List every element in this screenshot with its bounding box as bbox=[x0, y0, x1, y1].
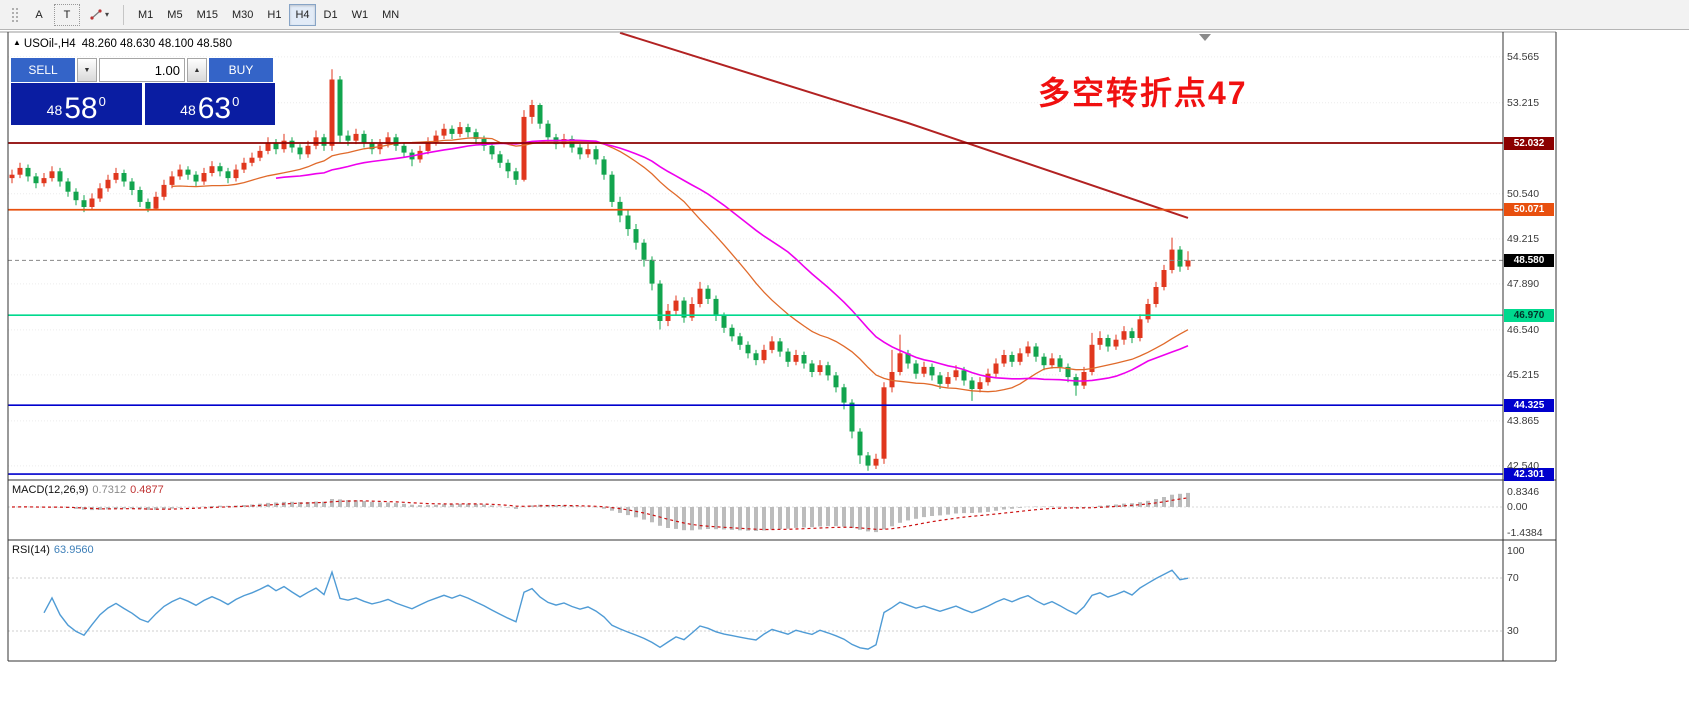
timeframe-button-h4[interactable]: H4 bbox=[289, 3, 316, 26]
chart-shift-marker-icon bbox=[1199, 34, 1211, 41]
macd-main-value: 0.7312 bbox=[92, 484, 127, 496]
sell-price-pips: 0 bbox=[98, 94, 106, 109]
grip-dots-icon bbox=[12, 7, 18, 22]
timeframe-button-m5[interactable]: M5 bbox=[161, 4, 188, 26]
candlestick-series bbox=[9, 69, 1191, 471]
trade-panel-price-row: 48 58 0 48 63 0 bbox=[11, 83, 275, 125]
timeframe-button-h1[interactable]: H1 bbox=[261, 4, 287, 26]
triangle-up-icon: ▲ bbox=[13, 38, 21, 47]
rsi-label: RSI(14) 63.9560 bbox=[12, 544, 94, 556]
ohlc-values: 48.260 48.630 48.100 48.580 bbox=[81, 38, 232, 50]
symbol-name: USOil-,H4 bbox=[23, 38, 76, 50]
buy-price-display[interactable]: 48 63 0 bbox=[144, 83, 275, 125]
shapes-tool-button[interactable]: ▾ bbox=[82, 4, 115, 26]
caret-down-icon: ▾ bbox=[105, 10, 110, 19]
text-label-tool-button[interactable]: A bbox=[26, 4, 52, 26]
chevron-up-icon: ▲ bbox=[193, 66, 201, 74]
macd-signal-line bbox=[11, 497, 1189, 531]
ma-long-line bbox=[619, 31, 1189, 219]
buy-price-big: 63 bbox=[197, 92, 232, 125]
macd-label: MACD(12,26,9) 0.7312 0.4877 bbox=[12, 484, 164, 496]
shapes-icon bbox=[90, 9, 102, 20]
timeframe-button-m30[interactable]: M30 bbox=[226, 4, 259, 26]
one-click-trading-panel: SELL ▼ ▲ BUY 48 58 0 48 63 0 bbox=[10, 57, 276, 126]
timeframe-button-w1[interactable]: W1 bbox=[346, 4, 375, 26]
toolbar: A T ▾ M1 M5 M15 M30 H1 H4 D1 W1 MN bbox=[0, 0, 1689, 30]
sell-price-big: 58 bbox=[64, 92, 98, 125]
rsi-name: RSI(14) bbox=[12, 544, 50, 556]
toolbar-grip[interactable] bbox=[6, 4, 24, 26]
chart-annotation-text: 多空转折点47 bbox=[1038, 75, 1248, 111]
chevron-down-icon: ▼ bbox=[83, 66, 91, 74]
timeframe-button-d1[interactable]: D1 bbox=[318, 4, 344, 26]
timeframe-button-m1[interactable]: M1 bbox=[132, 4, 159, 26]
chart-panel: 52.032 50.071 46.970 44.325 42.301 48.580 54.5… bbox=[0, 30, 1565, 711]
rsi-value: 63.9560 bbox=[53, 544, 94, 556]
timeframe-button-m15[interactable]: M15 bbox=[191, 4, 224, 26]
sell-button[interactable]: SELL bbox=[11, 58, 75, 82]
ma-mid-line bbox=[275, 139, 1189, 382]
sell-price-display[interactable]: 48 58 0 bbox=[11, 83, 142, 125]
text-box-tool-button[interactable]: T bbox=[54, 3, 80, 26]
macd-name: MACD(12,26,9) bbox=[12, 484, 89, 496]
volume-input[interactable] bbox=[99, 58, 185, 82]
volume-increase-button[interactable]: ▲ bbox=[187, 58, 207, 82]
toolbar-separator bbox=[123, 4, 125, 25]
buy-price-prefix: 48 bbox=[180, 102, 196, 118]
timeframe-buttons: M1 M5 M15 M30 H1 H4 D1 W1 MN bbox=[132, 3, 405, 26]
buy-price-pips: 0 bbox=[232, 94, 240, 109]
volume-decrease-button[interactable]: ▼ bbox=[77, 58, 97, 82]
sell-price-prefix: 48 bbox=[46, 102, 63, 118]
ma-fast-line bbox=[171, 137, 1189, 393]
macd-signal-value: 0.4877 bbox=[130, 484, 164, 496]
symbol-header: ▲ USOil-,H4 48.260 48.630 48.100 48.580 bbox=[13, 38, 232, 50]
chart-canvas[interactable] bbox=[0, 30, 1565, 711]
buy-button[interactable]: BUY bbox=[209, 58, 273, 82]
trade-panel-top-row: SELL ▼ ▲ BUY bbox=[11, 58, 275, 82]
rsi-line bbox=[43, 569, 1189, 650]
timeframe-button-mn[interactable]: MN bbox=[376, 4, 405, 26]
